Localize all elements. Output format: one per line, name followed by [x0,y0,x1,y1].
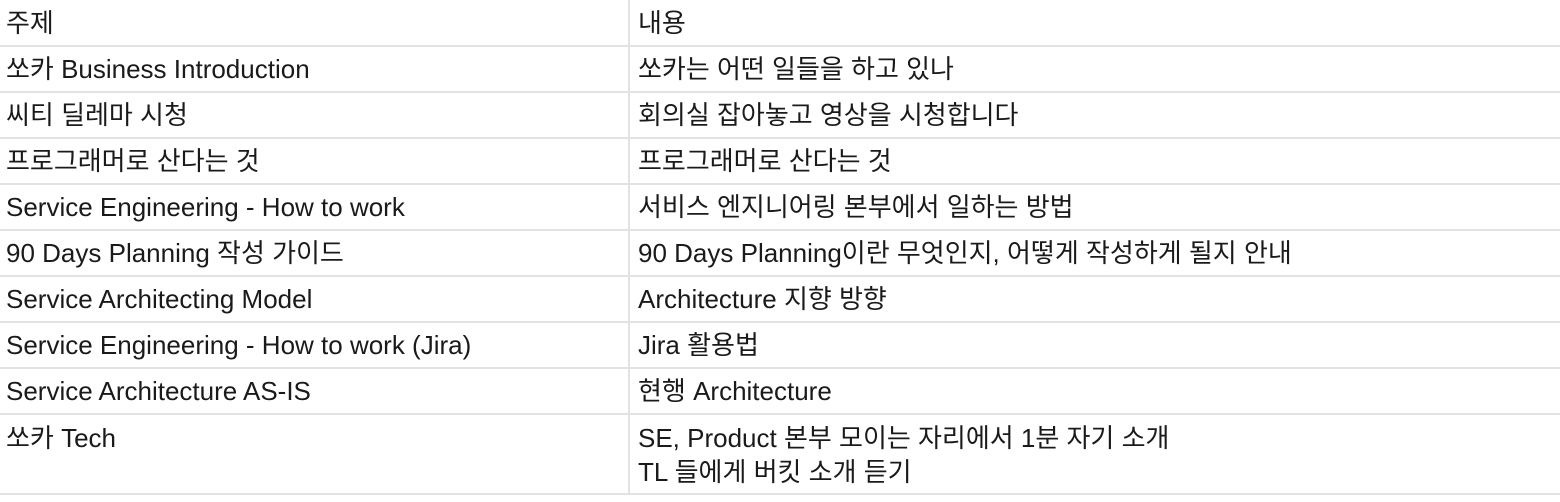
content-line: 프로그래머로 산다는 것 [638,146,892,176]
topic-cell[interactable]: 90 Days Planning 작성 가이드 [0,230,630,277]
table-row: 90 Days Planning 작성 가이드 90 Days Planning… [0,230,1560,277]
content-line: 현행 Architecture [638,376,832,406]
content-line: 서비스 엔지니어링 본부에서 일하는 방법 [638,192,1074,222]
topic-cell[interactable]: 쏘카 Tech [0,414,630,495]
table-row: Service Engineering - How to work 서비스 엔지… [0,184,1560,231]
topic-cell[interactable]: Service Engineering - How to work (Jira) [0,322,630,369]
content-cell[interactable]: 쏘카는 어떤 일들을 하고 있나 [629,46,1560,93]
topic-cell[interactable]: 씨티 딜레마 시청 [0,92,630,139]
content-line: Architecture 지향 방향 [638,284,887,314]
content-line: 회의실 잡아놓고 영상을 시청합니다 [638,100,1019,130]
content-line: Jira 활용법 [638,330,759,360]
content-line: SE, Product 본부 모이는 자리에서 1분 자기 소개 [638,423,1170,453]
content-cell[interactable]: 90 Days Planning이란 무엇인지, 어떻게 작성하게 될지 안내 [629,230,1560,277]
content-cell[interactable]: Jira 활용법 [629,322,1560,369]
table-row: Service Engineering - How to work (Jira)… [0,322,1560,369]
topic-cell[interactable]: Service Engineering - How to work [0,184,630,231]
content-cell[interactable]: 회의실 잡아놓고 영상을 시청합니다 [629,92,1560,139]
header-row: 주제 내용 [0,0,1560,47]
content-cell[interactable]: SE, Product 본부 모이는 자리에서 1분 자기 소개 TL 들에게 … [629,414,1560,495]
topic-cell[interactable]: 쏘카 Business Introduction [0,46,630,93]
table-row: Service Architecting Model Architecture … [0,276,1560,323]
content-line: 쏘카는 어떤 일들을 하고 있나 [638,54,954,84]
content-cell[interactable]: 현행 Architecture [629,368,1560,415]
table-row: 쏘카 Business Introduction 쏘카는 어떤 일들을 하고 있… [0,46,1560,93]
topic-cell[interactable]: Service Architecting Model [0,276,630,323]
content-line: TL 들에게 버킷 소개 듣기 [638,457,912,487]
content-cell[interactable]: Architecture 지향 방향 [629,276,1560,323]
table-row: 프로그래머로 산다는 것 프로그래머로 산다는 것 [0,138,1560,185]
topic-cell[interactable]: Service Architecture AS-IS [0,368,630,415]
content-cell[interactable]: 서비스 엔지니어링 본부에서 일하는 방법 [629,184,1560,231]
content-cell[interactable]: 프로그래머로 산다는 것 [629,138,1560,185]
table-row: 쏘카 Tech SE, Product 본부 모이는 자리에서 1분 자기 소개… [0,414,1560,495]
header-content: 내용 [629,0,1560,47]
table-row: 씨티 딜레마 시청 회의실 잡아놓고 영상을 시청합니다 [0,92,1560,139]
topic-cell[interactable]: 프로그래머로 산다는 것 [0,138,630,185]
table-row: Service Architecture AS-IS 현행 Architectu… [0,368,1560,415]
content-line: 90 Days Planning이란 무엇인지, 어떻게 작성하게 될지 안내 [638,238,1292,268]
header-topic: 주제 [0,0,630,47]
